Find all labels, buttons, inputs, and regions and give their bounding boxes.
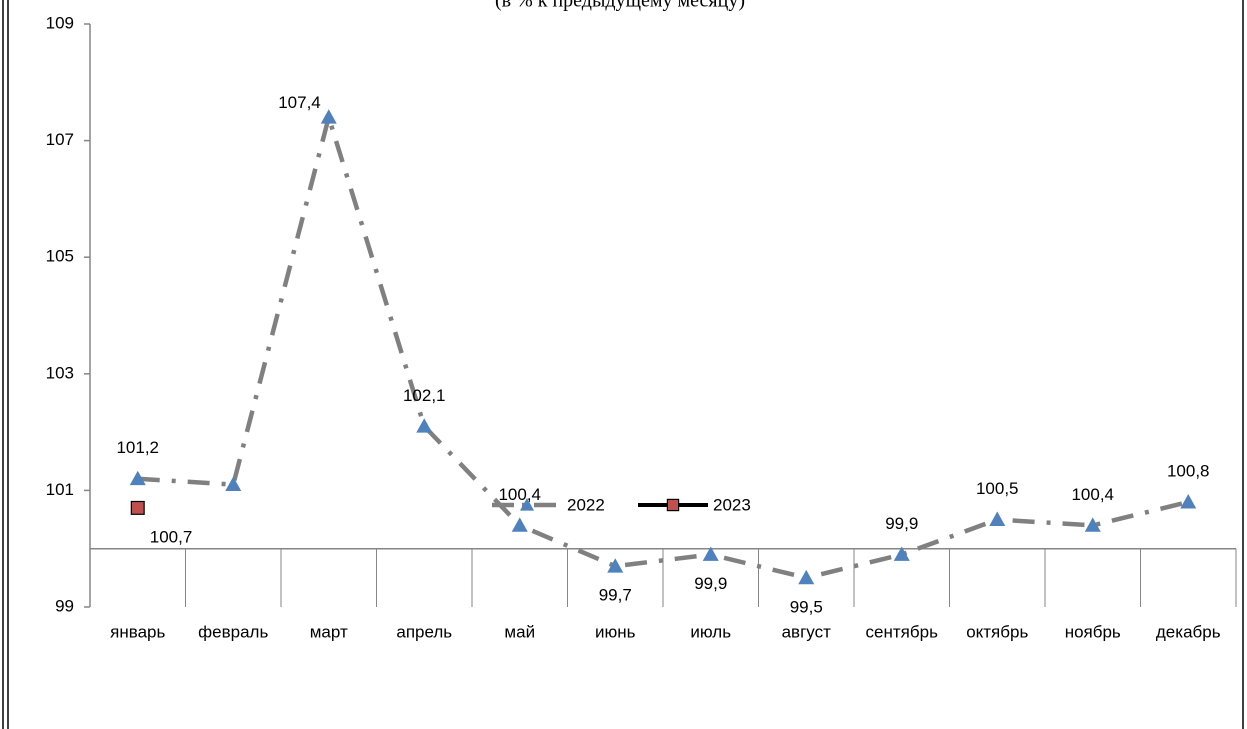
data-label: 99,5	[790, 597, 823, 616]
legend-label: 2022	[567, 495, 605, 514]
legend-label: 2023	[713, 495, 751, 514]
x-tick-label: октябрь	[966, 622, 1028, 641]
data-point	[129, 470, 146, 486]
data-label: 100,4	[1071, 485, 1114, 504]
data-point	[225, 476, 242, 491]
x-tick-label: июль	[690, 622, 731, 641]
series-line	[137, 109, 1189, 581]
legend-marker	[666, 498, 680, 512]
data-label: 99,7	[599, 586, 632, 605]
x-tick-label: апрель	[396, 622, 452, 641]
x-tick-label: май	[504, 622, 535, 641]
x-tick-label: ноябрь	[1065, 622, 1121, 641]
x-tick-label: сентябрь	[866, 622, 939, 641]
chart-subtitle: (в % к предыдущему месяцу)	[495, 0, 745, 12]
data-label: 100,5	[976, 479, 1019, 498]
y-tick-label: 107	[46, 130, 74, 149]
data-point	[798, 569, 815, 585]
y-tick-label: 109	[46, 13, 74, 32]
data-point	[1084, 517, 1101, 532]
data-point	[1180, 494, 1197, 509]
data-label: 99,9	[694, 574, 727, 593]
x-tick-label: август	[782, 622, 831, 641]
x-tick-label: январь	[110, 622, 165, 641]
data-label: 101,2	[116, 438, 159, 457]
data-point	[989, 511, 1006, 526]
x-tick-label: февраль	[198, 622, 268, 641]
data-label: 100,8	[1167, 462, 1210, 481]
data-point	[893, 546, 910, 561]
data-point	[702, 546, 719, 561]
data-point	[320, 109, 337, 124]
data-point	[607, 558, 624, 573]
y-tick-label: 99	[55, 596, 74, 615]
data-label: 100,7	[150, 527, 193, 546]
data-point	[511, 517, 528, 532]
x-tick-label: июнь	[595, 622, 636, 641]
data-point	[130, 500, 145, 515]
legend-marker	[520, 498, 534, 511]
y-tick-label: 103	[46, 363, 74, 382]
y-tick-label: 101	[46, 480, 74, 499]
data-label: 107,4	[278, 93, 321, 112]
data-point	[416, 418, 433, 433]
data-label: 102,1	[403, 386, 446, 405]
y-tick-label: 105	[46, 247, 74, 266]
data-label: 100,4	[498, 485, 541, 504]
x-tick-label: март	[310, 622, 348, 641]
x-tick-label: декабрь	[1156, 622, 1221, 641]
data-label: 99,9	[885, 514, 918, 533]
